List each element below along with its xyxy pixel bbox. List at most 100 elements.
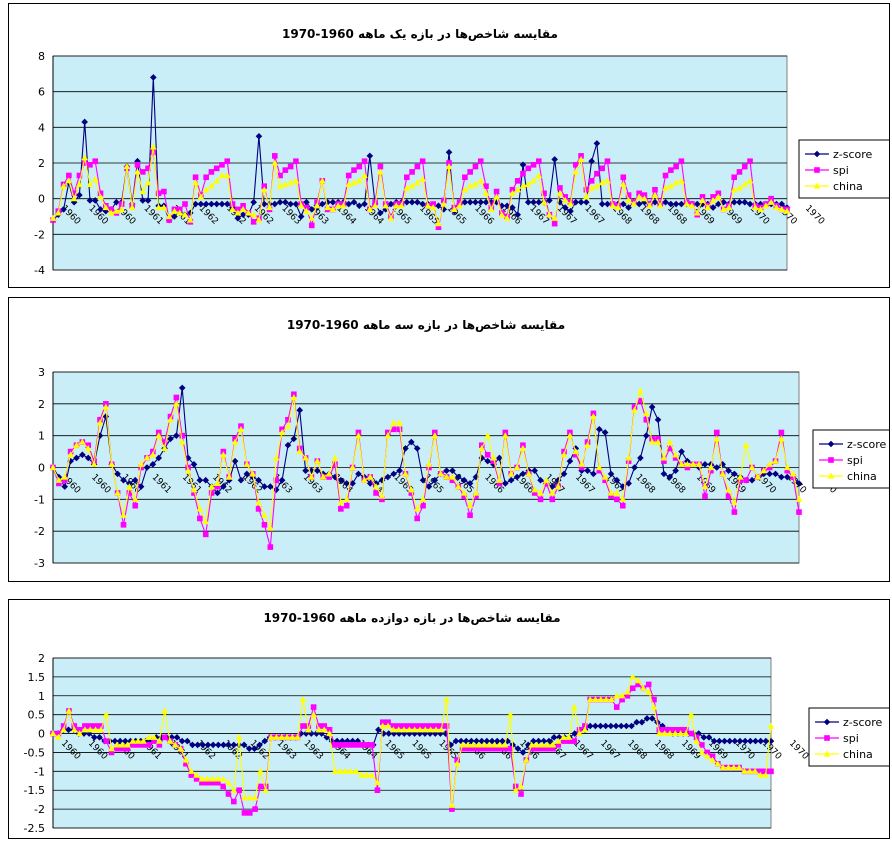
spi-point bbox=[459, 745, 466, 752]
z-score-point bbox=[255, 132, 263, 140]
china-point bbox=[326, 730, 333, 737]
china-point bbox=[421, 726, 429, 733]
spi-point bbox=[790, 474, 796, 480]
china-point bbox=[403, 184, 411, 191]
china-point bbox=[472, 489, 480, 496]
z-score-point bbox=[143, 464, 151, 471]
spi-point bbox=[409, 169, 415, 175]
series-china bbox=[49, 673, 775, 808]
china-point bbox=[425, 460, 433, 467]
spi-point bbox=[778, 429, 785, 436]
spi-point bbox=[543, 480, 550, 487]
china-point bbox=[235, 733, 243, 740]
z-score-point bbox=[531, 467, 538, 474]
z-score-point bbox=[349, 737, 356, 745]
z-score-point bbox=[413, 445, 421, 452]
china-point bbox=[459, 741, 466, 748]
spi-point bbox=[741, 163, 748, 170]
spi-point bbox=[518, 791, 524, 797]
z-score-point bbox=[747, 737, 754, 745]
spi-point bbox=[625, 192, 632, 198]
x-tick-label: 1970 bbox=[787, 739, 810, 762]
china-point bbox=[432, 726, 440, 733]
china-point bbox=[349, 464, 356, 471]
z-score-point bbox=[501, 480, 509, 487]
china-point bbox=[437, 470, 445, 477]
spi-point bbox=[396, 426, 403, 433]
china-point bbox=[102, 204, 110, 211]
china-point bbox=[91, 175, 99, 182]
z-score-point bbox=[243, 470, 251, 478]
china-point bbox=[366, 205, 374, 212]
legend-box bbox=[812, 429, 889, 489]
z-score-point bbox=[202, 476, 210, 484]
y-tick-label: 0 bbox=[38, 193, 45, 206]
spi-point bbox=[467, 512, 473, 519]
spi-point bbox=[314, 199, 320, 206]
y-tick-label: 2 bbox=[38, 398, 45, 411]
z-score-point bbox=[319, 200, 326, 208]
z-score-point bbox=[678, 200, 685, 208]
z-score-point bbox=[408, 438, 415, 446]
spi-point bbox=[103, 738, 109, 744]
spi-point bbox=[337, 742, 343, 748]
china-point bbox=[613, 692, 621, 699]
z-score-point bbox=[237, 476, 245, 484]
z-score-point bbox=[240, 741, 248, 749]
spi-point bbox=[229, 201, 236, 207]
y-tick-label: -2.5 bbox=[24, 822, 45, 835]
china-point bbox=[251, 794, 259, 801]
z-score-point bbox=[73, 454, 80, 462]
z-score-point bbox=[223, 200, 231, 208]
spi-point bbox=[514, 178, 521, 184]
spi-point bbox=[576, 726, 583, 733]
china-point bbox=[565, 733, 573, 740]
china-point bbox=[503, 214, 511, 221]
spi-point bbox=[594, 170, 600, 177]
china-point bbox=[128, 204, 136, 211]
china-point bbox=[662, 184, 669, 191]
spi-point bbox=[246, 810, 253, 816]
z-score-point bbox=[607, 470, 615, 478]
z-score-point bbox=[313, 730, 320, 737]
china-point bbox=[730, 186, 738, 193]
spi-point bbox=[624, 692, 631, 699]
china-point bbox=[629, 673, 637, 680]
china-point bbox=[469, 741, 477, 748]
z-score-point bbox=[204, 741, 212, 749]
china-point bbox=[576, 730, 583, 737]
spi-point bbox=[599, 165, 605, 172]
china-point bbox=[390, 419, 398, 426]
z-score-point bbox=[462, 737, 470, 745]
spi-point bbox=[417, 723, 423, 729]
china-point bbox=[389, 726, 397, 733]
z-score-point bbox=[455, 473, 462, 481]
china-point bbox=[296, 448, 304, 455]
china-point bbox=[281, 181, 289, 187]
china-point bbox=[767, 198, 775, 205]
china-point bbox=[193, 771, 200, 778]
china-point bbox=[625, 197, 632, 204]
spi-point bbox=[656, 726, 663, 733]
china-point bbox=[197, 193, 205, 200]
spi-point bbox=[151, 738, 157, 744]
z-score-point bbox=[483, 737, 491, 745]
china-point bbox=[466, 182, 474, 189]
spi-point bbox=[71, 190, 77, 197]
z-score-point bbox=[440, 206, 448, 213]
z-score-point bbox=[550, 734, 558, 741]
z-score-point bbox=[366, 152, 374, 160]
china-point bbox=[631, 406, 638, 413]
spi-point bbox=[731, 509, 738, 515]
china-point bbox=[672, 451, 680, 458]
z-score-point bbox=[619, 483, 627, 490]
spi-point bbox=[673, 163, 679, 170]
china-point bbox=[145, 733, 153, 740]
legend-marker bbox=[824, 735, 830, 741]
chart-one-month: مقایسه شاخص‌ها در بازه یک ماهه 1960-1970… bbox=[8, 3, 890, 288]
spi-point bbox=[114, 745, 120, 752]
z-score-point bbox=[349, 480, 356, 487]
china-point bbox=[230, 786, 238, 793]
china-point bbox=[485, 741, 493, 748]
spi-point bbox=[225, 791, 232, 797]
